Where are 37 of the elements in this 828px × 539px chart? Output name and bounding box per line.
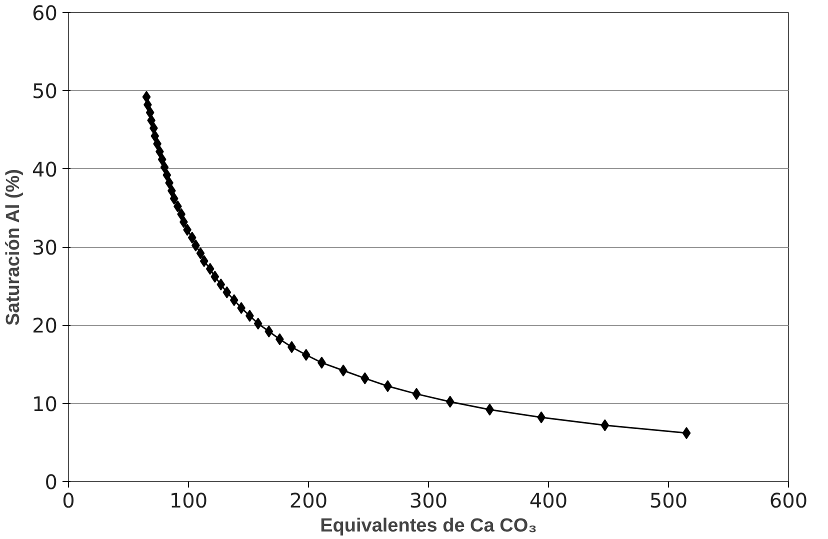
x-tick-label: 100 bbox=[169, 488, 208, 512]
point bbox=[158, 153, 166, 166]
y-tick-label: 50 bbox=[32, 79, 58, 104]
y-tick-label: 30 bbox=[32, 236, 58, 260]
point bbox=[222, 286, 232, 298]
point bbox=[200, 255, 208, 268]
point bbox=[188, 232, 196, 244]
point bbox=[216, 278, 226, 291]
point bbox=[230, 294, 238, 306]
point bbox=[160, 161, 169, 174]
y-axis-title: Saturación Al (%) bbox=[3, 169, 24, 326]
x-tick-label: 400 bbox=[529, 488, 568, 512]
x-axis-title: Equivalentes de Ca CO₃ bbox=[320, 516, 537, 536]
point bbox=[302, 348, 310, 361]
x-tick-label: 500 bbox=[649, 488, 688, 512]
point bbox=[210, 270, 220, 283]
y-tick-label: 40 bbox=[32, 157, 58, 182]
point bbox=[170, 192, 178, 205]
y-tick-label: 0 bbox=[44, 470, 58, 494]
point bbox=[600, 419, 610, 432]
point bbox=[446, 396, 454, 408]
point bbox=[254, 318, 262, 330]
point bbox=[196, 247, 205, 260]
x-tick-label: 0 bbox=[62, 488, 75, 512]
y-tick-label: 60 bbox=[32, 1, 58, 25]
y-tick-label: 20 bbox=[32, 314, 58, 338]
point bbox=[150, 130, 160, 142]
x-tick-label: 200 bbox=[289, 488, 328, 512]
point bbox=[360, 372, 370, 384]
point bbox=[206, 262, 214, 275]
point bbox=[682, 427, 691, 440]
point bbox=[412, 388, 421, 400]
y-tick-label: 10 bbox=[32, 392, 58, 416]
point bbox=[162, 169, 172, 182]
x-tick-label: 600 bbox=[769, 488, 808, 512]
x-tick-label: 300 bbox=[409, 488, 448, 512]
point bbox=[264, 325, 274, 338]
